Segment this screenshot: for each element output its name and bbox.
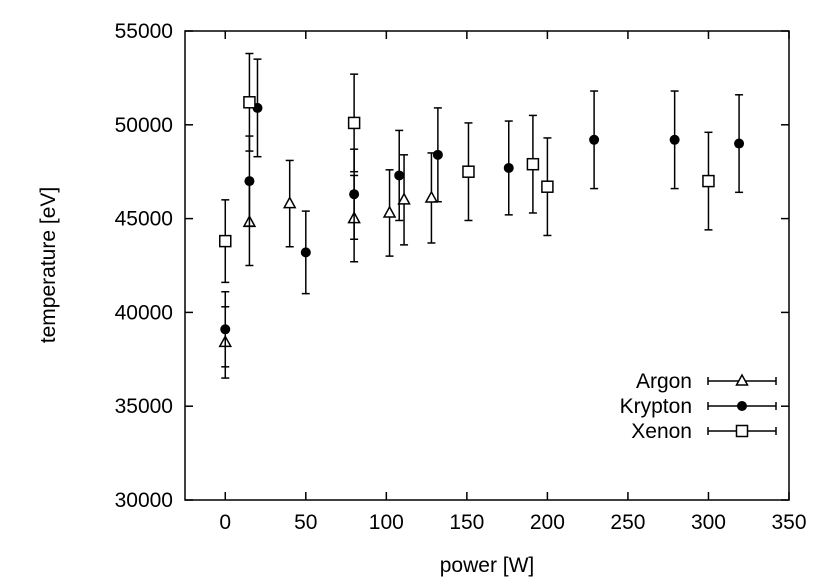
marker xyxy=(432,149,443,160)
marker xyxy=(541,180,554,193)
series-krypton xyxy=(220,58,745,368)
data-point-krypton-3 xyxy=(300,210,311,295)
data-point-krypton-0 xyxy=(220,291,231,368)
marker xyxy=(300,247,311,258)
marker-shape xyxy=(526,157,540,171)
marker xyxy=(349,189,360,200)
data-point-krypton-7 xyxy=(503,120,514,216)
data-point-xenon-6 xyxy=(702,131,715,231)
axis-ticks: 0 50 100 150 200 250 300 350 30000 35000 40000 4500… xyxy=(115,20,807,534)
marker xyxy=(243,96,256,109)
x-tick-label-250: 250 xyxy=(610,511,645,534)
data-point-krypton-8 xyxy=(589,90,600,190)
data-point-xenon-1 xyxy=(243,52,256,152)
marker-shape xyxy=(503,162,514,173)
marker-shape xyxy=(541,180,554,193)
x-tick-label-100: 100 xyxy=(369,511,404,534)
marker xyxy=(669,134,680,145)
marker xyxy=(220,324,231,335)
marker-shape xyxy=(349,189,360,200)
data-point-argon-2 xyxy=(282,159,297,248)
marker xyxy=(424,190,439,203)
legend-label: Krypton xyxy=(620,395,692,418)
legend-label: Argon xyxy=(636,370,692,393)
y-tick-label-45000: 45000 xyxy=(115,208,173,231)
legend-marker-shape xyxy=(737,401,747,411)
y-tick-label-30000: 30000 xyxy=(115,489,173,512)
marker-shape xyxy=(243,96,256,109)
marker-shape xyxy=(282,196,297,209)
marker-shape xyxy=(219,234,232,248)
marker-shape xyxy=(394,170,405,181)
marker xyxy=(394,170,405,181)
x-tick-label-350: 350 xyxy=(771,511,806,534)
marker-shape xyxy=(462,165,475,178)
marker xyxy=(282,196,297,209)
legend-label: Xenon xyxy=(631,420,692,443)
data-point-xenon-5 xyxy=(541,137,554,237)
marker xyxy=(734,138,745,149)
marker-shape xyxy=(432,149,443,160)
marker-shape xyxy=(347,116,361,130)
y-tick-label-40000: 40000 xyxy=(115,301,173,324)
marker xyxy=(462,165,475,178)
legend-marker xyxy=(737,401,747,411)
data-point-xenon-2 xyxy=(347,73,361,173)
x-tick-label-150: 150 xyxy=(449,511,484,534)
series-xenon xyxy=(219,52,715,284)
legend-entry-argon: Argon xyxy=(636,370,777,393)
marker-shape xyxy=(669,134,680,145)
marker-shape xyxy=(397,192,411,205)
marker xyxy=(589,134,600,145)
marker-shape xyxy=(702,174,715,188)
plot-frame xyxy=(184,30,790,501)
data-point-krypton-9 xyxy=(669,90,680,190)
marker-shape xyxy=(424,190,439,203)
marker-shape xyxy=(382,205,397,218)
data-point-xenon-0 xyxy=(219,199,232,284)
legend-marker-shape xyxy=(735,424,749,438)
marker xyxy=(244,176,255,187)
marker xyxy=(702,174,715,188)
data-point-argon-5 xyxy=(397,154,411,246)
x-tick-label-0: 0 xyxy=(219,511,231,534)
marker-shape xyxy=(734,138,745,149)
marker xyxy=(397,192,411,205)
marker-shape xyxy=(220,324,231,335)
x-tick-label-300: 300 xyxy=(691,511,726,534)
marker xyxy=(526,157,540,171)
y-tick-label-55000: 55000 xyxy=(115,20,173,43)
data-point-krypton-10 xyxy=(734,94,745,194)
marker xyxy=(219,234,232,248)
plot-marks xyxy=(218,52,745,379)
data-point-argon-4 xyxy=(382,169,397,257)
data-point-argon-6 xyxy=(424,152,439,244)
data-point-krypton-6 xyxy=(432,107,443,203)
marker-shape xyxy=(589,134,600,145)
legend-marker xyxy=(735,373,749,386)
legend-marker-shape xyxy=(735,373,749,386)
data-point-krypton-4 xyxy=(349,148,360,240)
marker xyxy=(382,205,397,218)
data-point-xenon-3 xyxy=(462,122,475,222)
x-axis-label: power [W] xyxy=(440,554,535,577)
legend-marker xyxy=(735,424,749,438)
y-axis-label: temperature [eV] xyxy=(37,187,60,343)
x-tick-label-50: 50 xyxy=(294,511,317,534)
series-argon xyxy=(218,152,439,379)
legend-entry-krypton: Krypton xyxy=(620,395,777,418)
marker-shape xyxy=(244,176,255,187)
legend-entry-xenon: Xenon xyxy=(631,420,777,443)
y-tick-label-35000: 35000 xyxy=(115,395,173,418)
marker xyxy=(347,116,361,130)
x-tick-label-200: 200 xyxy=(530,511,565,534)
data-point-xenon-4 xyxy=(526,114,540,214)
y-tick-label-50000: 50000 xyxy=(115,114,173,137)
data-point-krypton-5 xyxy=(394,129,405,222)
marker-shape xyxy=(300,247,311,258)
marker xyxy=(503,162,514,173)
